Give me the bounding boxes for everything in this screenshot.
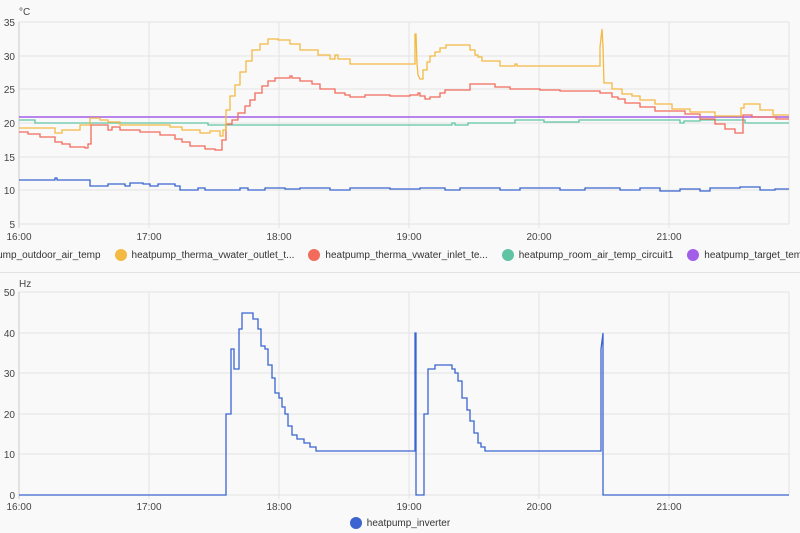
temperature-legend: heatpump_outdoor_air_temp heatpump_therm…	[0, 249, 800, 261]
series-inverter	[19, 312, 789, 496]
grid	[18, 291, 790, 499]
x-axis-ticks: 16:00 17:00 18:00 19:00 20:00 21:00	[6, 232, 681, 240]
series-outlet-temp	[19, 28, 789, 137]
y-axis-ticks: 35 30 25 20 15 10 5	[4, 18, 16, 231]
legend-item-target-temp[interactable]: heatpump_target_temp_circuit1	[687, 249, 800, 261]
svg-text:17:00: 17:00	[136, 232, 161, 240]
series-room-air-temp	[19, 119, 789, 126]
svg-text:15: 15	[4, 153, 16, 164]
series-dot-icon	[687, 249, 700, 261]
svg-text:16:00: 16:00	[6, 502, 31, 513]
temperature-chart[interactable]: °C 35 30 25 20 15 10 5 16:00 17:00 18:00…	[0, 0, 800, 240]
y-axis-unit: Hz	[19, 279, 31, 290]
y-axis-unit: °C	[19, 7, 30, 18]
series-dot-icon	[349, 517, 362, 529]
svg-text:35: 35	[4, 18, 16, 29]
svg-text:20:00: 20:00	[526, 502, 551, 513]
svg-text:40: 40	[4, 329, 16, 340]
svg-text:20: 20	[4, 119, 16, 130]
svg-text:21:00: 21:00	[656, 502, 681, 513]
inverter-chart[interactable]: Hz 50 40 30 20 10 0 16:00 17:00 18:00 19…	[0, 273, 800, 513]
legend-item-outdoor-air-temp[interactable]: heatpump_outdoor_air_temp	[0, 249, 101, 261]
svg-text:0: 0	[9, 491, 15, 502]
svg-text:10: 10	[4, 450, 16, 461]
svg-text:25: 25	[4, 85, 16, 96]
svg-text:10: 10	[4, 186, 16, 197]
x-axis-ticks: 16:00 17:00 18:00 19:00 20:00 21:00	[6, 502, 681, 513]
svg-text:50: 50	[4, 288, 16, 299]
legend-item-outlet-temp[interactable]: heatpump_therma_vwater_outlet_t...	[114, 249, 294, 261]
svg-text:5: 5	[9, 220, 15, 231]
legend-item-inverter[interactable]: heatpump_inverter	[349, 517, 450, 529]
temperature-chart-card: °C 35 30 25 20 15 10 5 16:00 17:00 18:00…	[0, 0, 800, 261]
svg-text:19:00: 19:00	[396, 232, 421, 240]
series-dot-icon	[114, 249, 127, 261]
svg-text:21:00: 21:00	[656, 232, 681, 240]
svg-text:20: 20	[4, 410, 16, 421]
svg-text:18:00: 18:00	[266, 232, 291, 240]
legend-item-room-air-temp[interactable]: heatpump_room_air_temp_circuit1	[501, 249, 673, 261]
y-axis-ticks: 50 40 30 20 10 0	[4, 288, 16, 502]
svg-text:17:00: 17:00	[136, 502, 161, 513]
series-outdoor-temp	[19, 177, 789, 192]
series-inlet-temp	[19, 75, 789, 151]
svg-text:30: 30	[4, 52, 16, 63]
legend-item-inlet-temp[interactable]: heatpump_therma_vwater_inlet_te...	[308, 249, 488, 261]
svg-text:20:00: 20:00	[526, 232, 551, 240]
svg-text:18:00: 18:00	[266, 502, 291, 513]
series-dot-icon	[501, 249, 514, 261]
inverter-legend: heatpump_inverter	[0, 517, 800, 529]
svg-text:16:00: 16:00	[6, 232, 31, 240]
series-dot-icon	[308, 249, 321, 261]
svg-text:30: 30	[4, 369, 16, 380]
svg-text:19:00: 19:00	[396, 502, 421, 513]
inverter-chart-card: Hz 50 40 30 20 10 0 16:00 17:00 18:00 19…	[0, 272, 800, 533]
